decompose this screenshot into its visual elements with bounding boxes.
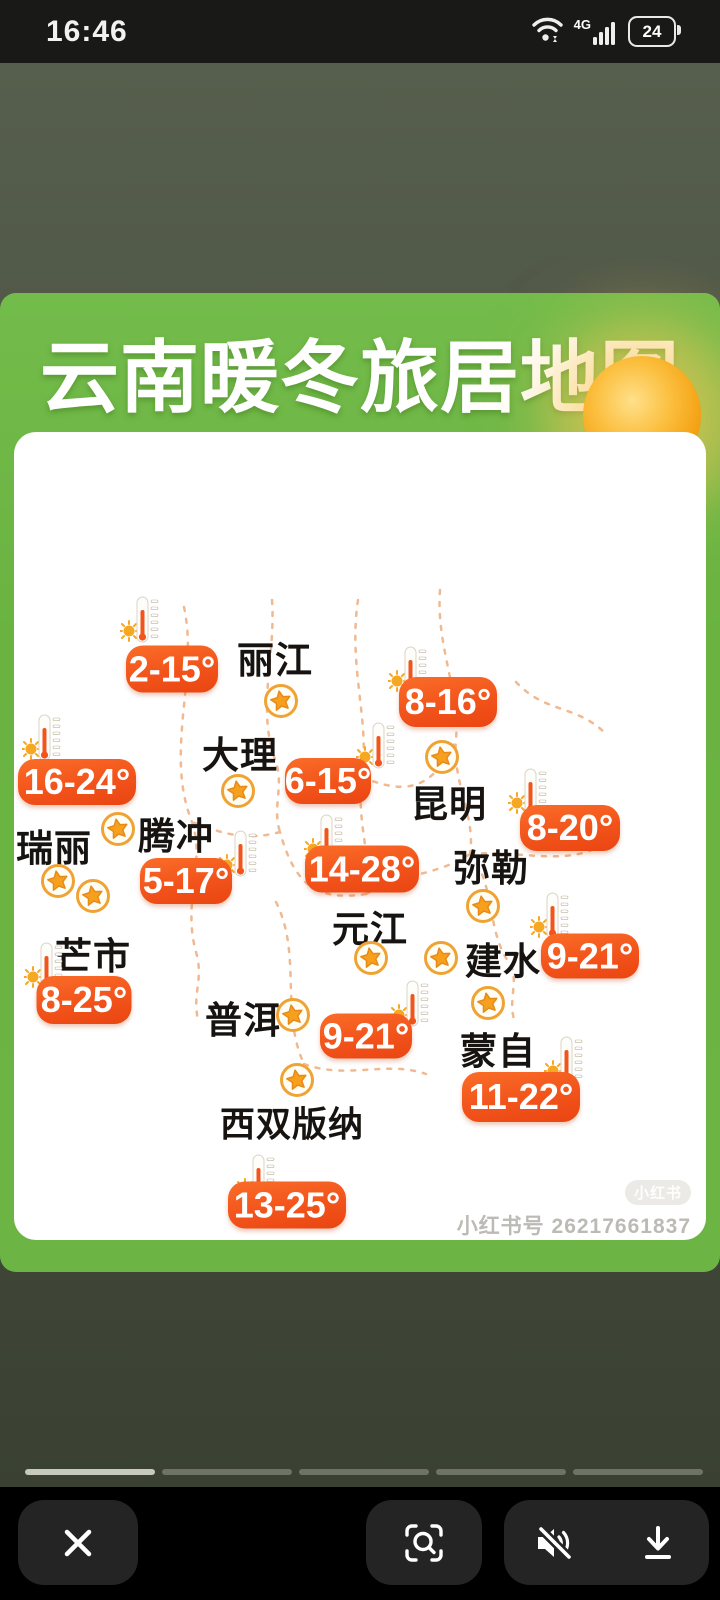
- download-icon: [644, 1525, 671, 1559]
- xiaohongshu-id-watermark: 小红书号 26217661837: [456, 1215, 691, 1238]
- close-icon: [64, 1529, 92, 1556]
- scan-search-icon: [405, 1523, 443, 1562]
- poster-title: 云南暖冬旅居地图: [40, 331, 680, 424]
- xiaohongshu-logo-label: 小红书: [633, 1185, 682, 1202]
- mute-button[interactable]: [520, 1508, 590, 1578]
- battery-indicator: 24: [628, 16, 681, 47]
- page-indicator-bar: [299, 1469, 429, 1475]
- scan-search-button[interactable]: [366, 1500, 482, 1585]
- xiaohongshu-logo-watermark: 小红书: [625, 1180, 691, 1205]
- page-indicator-bar: [436, 1469, 566, 1475]
- page-indicator-bar: [25, 1469, 155, 1475]
- cell-signal-icon: 4G: [574, 18, 619, 46]
- close-button[interactable]: [18, 1500, 138, 1585]
- wifi-icon: [531, 14, 565, 49]
- status-bar: 16:46 4G 24: [0, 0, 720, 63]
- page-indicator: [25, 1469, 703, 1475]
- download-button[interactable]: [623, 1508, 693, 1578]
- battery-percent-label: 24: [642, 21, 662, 41]
- network-type-label: 4G: [573, 16, 591, 32]
- page-indicator-bar: [573, 1469, 703, 1475]
- muted-speaker-icon: [536, 1524, 574, 1561]
- media-actions-group: [504, 1500, 709, 1585]
- clock-label: 16:46: [46, 14, 128, 48]
- bottom-toolbar: [0, 1487, 720, 1600]
- page-indicator-bar: [162, 1469, 292, 1475]
- yunnan-map: [35, 465, 695, 1173]
- map-card: [14, 432, 706, 1240]
